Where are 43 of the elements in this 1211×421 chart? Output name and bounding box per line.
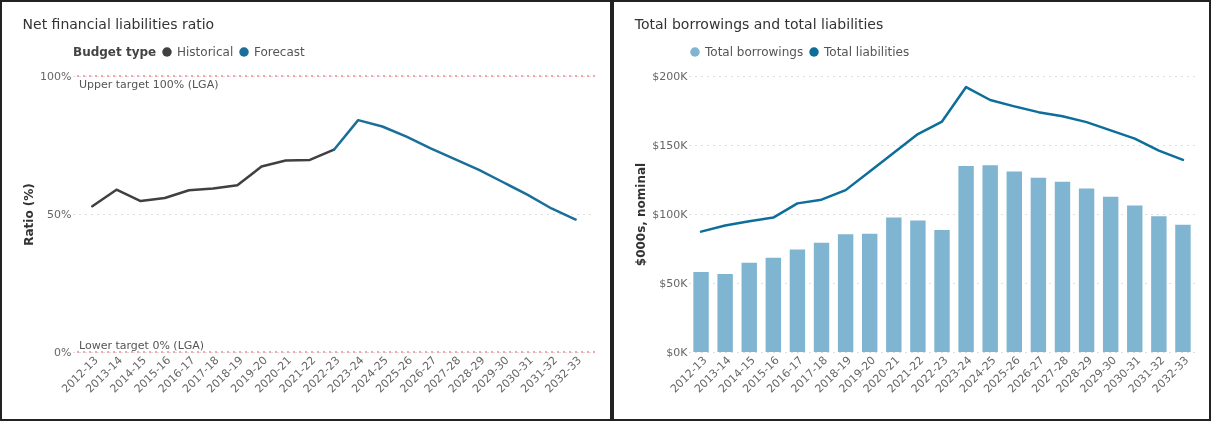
y-axis-title: $000s, nominal (634, 162, 649, 267)
y-tick-label: 0% (54, 345, 72, 359)
legend-title: Budget type (73, 45, 157, 59)
bar (1054, 181, 1071, 352)
line-series (332, 118, 577, 221)
bar (910, 220, 926, 352)
bar (1151, 216, 1167, 352)
bar (813, 242, 830, 352)
legend-label: Historical (177, 45, 234, 59)
bar (717, 274, 733, 352)
bar (1006, 171, 1022, 352)
bar (1102, 196, 1119, 352)
y-tick-label: $200K (652, 69, 689, 83)
bar (1078, 188, 1095, 352)
line-series (699, 85, 1185, 233)
chart-title: Total borrowings and total liabilities (633, 16, 884, 32)
bar (837, 234, 854, 352)
bar (1127, 205, 1143, 352)
legend-label: Forecast (254, 45, 306, 59)
y-tick-label: $0K (666, 345, 689, 359)
y-tick-label: $50K (659, 276, 689, 290)
legend-label: Total liabilities (823, 45, 910, 59)
bar (741, 262, 757, 352)
bar (1175, 224, 1191, 352)
bar (765, 257, 782, 352)
chart-title: Net financial liabilities ratio (22, 16, 215, 32)
bar (886, 217, 902, 352)
line-series (91, 148, 336, 208)
y-axis-title: Ratio (%) (22, 183, 37, 246)
y-tick-label: $100K (652, 207, 689, 221)
legend-label: Total borrowings (704, 45, 804, 59)
bar (1030, 177, 1047, 352)
bar (693, 271, 709, 352)
ref-line-label: Upper target 100% (LGA) (79, 78, 219, 91)
bar (789, 249, 806, 352)
bar (982, 165, 998, 352)
y-tick-label: 100% (40, 69, 72, 83)
y-tick-label: 50% (47, 207, 72, 221)
ref-line-label: Lower target 0% (LGA) (79, 339, 205, 352)
bar (862, 233, 878, 352)
y-tick-label: $150K (652, 138, 689, 152)
bar (934, 230, 950, 352)
bar (958, 166, 974, 352)
